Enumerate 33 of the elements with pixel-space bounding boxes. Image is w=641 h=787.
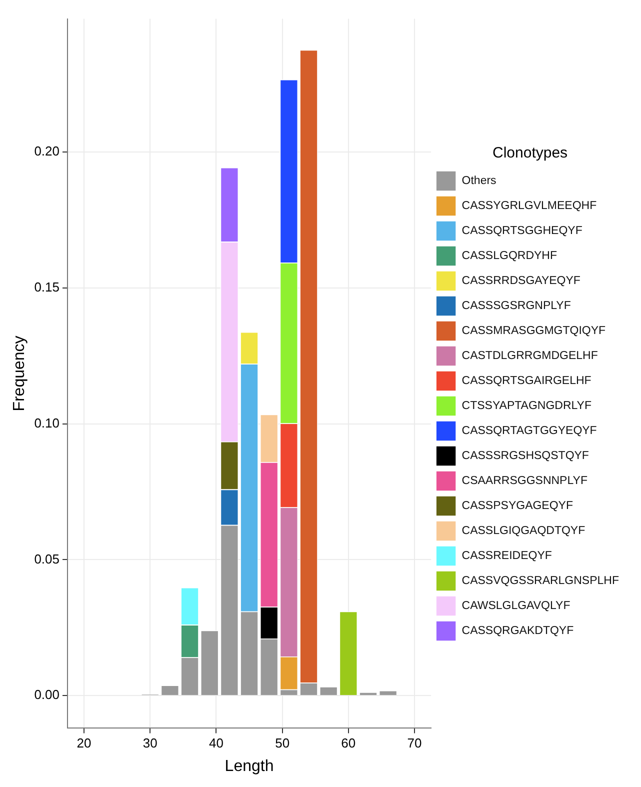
legend-title: Clonotypes bbox=[492, 144, 568, 162]
legend-label: CASSQRTAGTGGYEQYF bbox=[462, 425, 597, 438]
legend-label: CASSQRGAKDTQYF bbox=[462, 625, 574, 638]
y-axis-title: Frequency bbox=[11, 336, 28, 412]
legend-label: CSAARRSGGSNNPLYF bbox=[462, 475, 588, 488]
x-tick-label: 40 bbox=[208, 736, 224, 751]
legend-label: CASSVQGSSRARLGNSPLHF bbox=[462, 575, 620, 588]
y-tick-label: 0.05 bbox=[34, 551, 60, 566]
legend-label: CASSQRTSGAIRGELHF bbox=[462, 375, 592, 388]
x-tick-label: 60 bbox=[341, 736, 356, 751]
y-tick-label: 0.15 bbox=[34, 279, 60, 294]
legend-label: CASSPSYGAGEQYF bbox=[462, 500, 573, 512]
x-tick-label: 50 bbox=[275, 736, 290, 751]
legend-label: CTSSYAPTAGNGDRLYF bbox=[462, 400, 592, 412]
x-tick-label: 30 bbox=[142, 736, 158, 751]
legend-label: CASSRRDSGAYEQYF bbox=[462, 275, 580, 288]
legend-label: CASSYGRLGVLMEEQHF bbox=[462, 200, 597, 212]
y-tick-label: 0.10 bbox=[34, 415, 60, 430]
x-axis-title: Length bbox=[224, 758, 274, 775]
legend-label: CAWSLGLGAVQLYF bbox=[462, 600, 570, 612]
x-tick-label: 20 bbox=[76, 736, 92, 751]
legend-label: CASSMRASGGMGTQIQYF bbox=[462, 325, 606, 338]
x-tick-label: 70 bbox=[407, 736, 422, 751]
legend-label: CASSLGIQGAQDTQYF bbox=[462, 525, 586, 538]
legend-label: Others bbox=[462, 175, 497, 188]
legend-label: CASSSGSRGNPLYF bbox=[462, 300, 571, 312]
y-tick-label: 0.20 bbox=[34, 144, 60, 159]
legend-label: CASSREIDEQYF bbox=[462, 550, 552, 562]
legend-label: CASSLGQRDYHF bbox=[462, 250, 558, 262]
legend-label: CASSSRGSHSQSTQYF bbox=[462, 450, 589, 462]
legend-label: CASTDLGRRGMDGELHF bbox=[462, 350, 598, 362]
legend-label: CASSQRTSGGHEQYF bbox=[462, 225, 582, 238]
y-tick-label: 0.00 bbox=[34, 687, 60, 702]
